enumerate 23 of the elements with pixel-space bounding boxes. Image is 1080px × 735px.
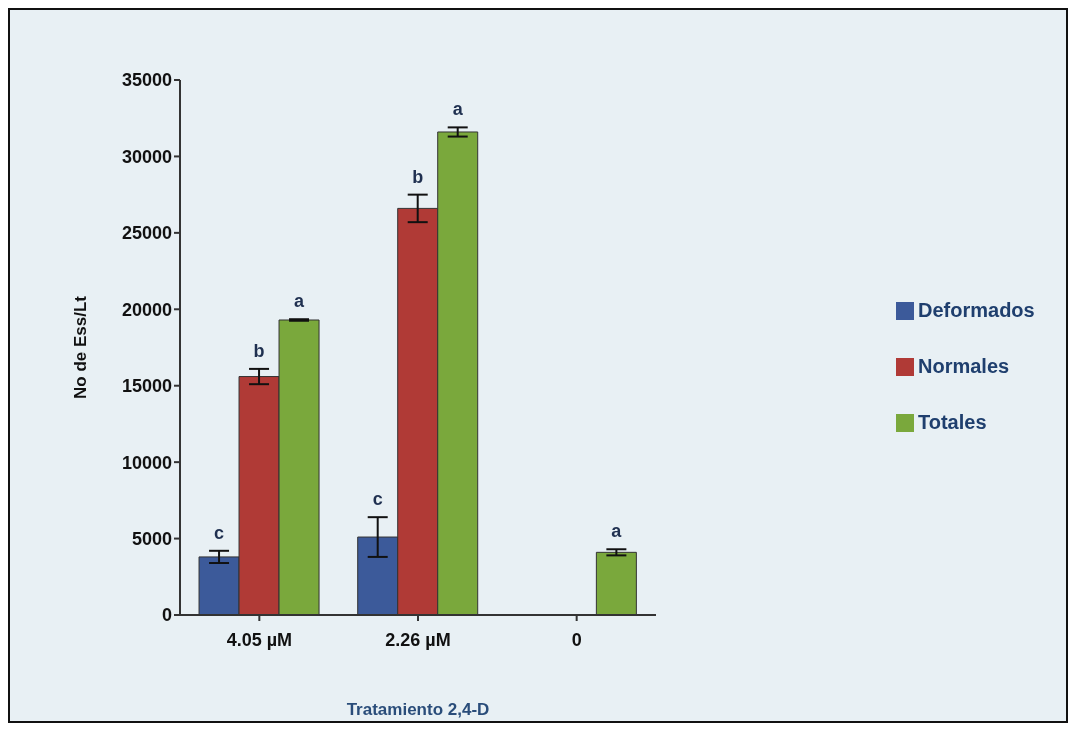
- annotation: c: [372, 489, 383, 510]
- y-tick-label: 20000: [121, 299, 172, 320]
- y-tick-label: 5000: [131, 528, 172, 549]
- x-tick-label: 2.26 µM: [385, 629, 451, 650]
- y-tick-label: 10000: [121, 452, 172, 473]
- x-tick-label: 4.05 µM: [226, 629, 293, 650]
- x-tick-label: 0: [571, 629, 582, 650]
- y-tick-label: 35000: [121, 70, 172, 91]
- y-tick-label: 25000: [121, 223, 172, 244]
- y-tick-label: 30000: [121, 146, 172, 167]
- y-axis-title: No de Ess/Lt: [71, 295, 91, 399]
- annotation: b: [412, 166, 424, 187]
- annotation: b: [253, 340, 265, 361]
- annotation: a: [294, 291, 306, 312]
- annotation: c: [214, 522, 225, 543]
- x-axis-title: Tratamiento 2,4-D: [346, 700, 490, 719]
- legend-label: Normales: [918, 354, 1010, 377]
- legend-label: Deformados: [918, 298, 1035, 321]
- legend-label: Totales: [918, 410, 987, 433]
- y-tick-label: 15000: [121, 376, 172, 397]
- annotation: a: [611, 521, 623, 542]
- annotation: a: [452, 99, 464, 120]
- y-tick-label: 0: [161, 605, 172, 626]
